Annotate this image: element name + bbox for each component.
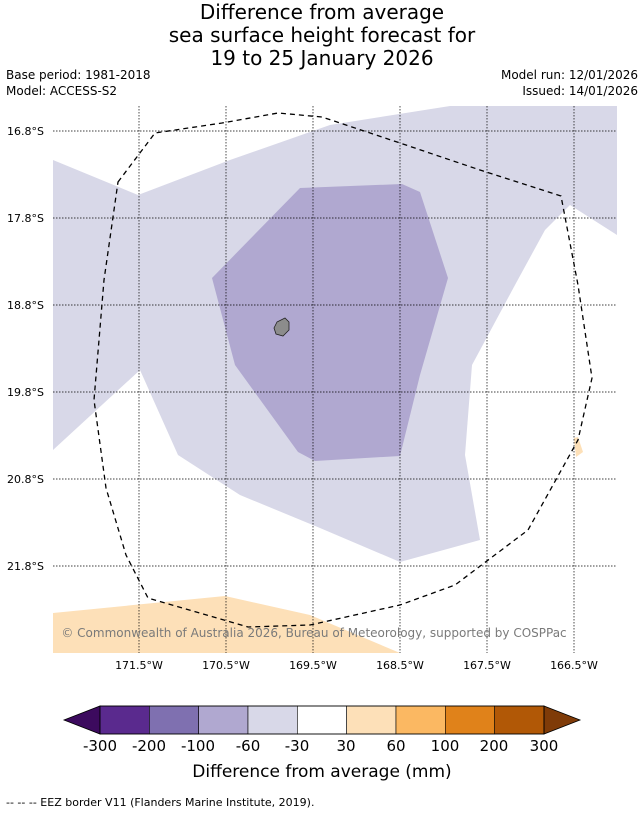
lat-label: 16.8°S bbox=[7, 125, 44, 138]
model-run: Model run: 12/01/2026 bbox=[500, 68, 638, 82]
lon-label: 168.5°W bbox=[376, 659, 424, 672]
title-line-3: 19 to 25 January 2026 bbox=[210, 46, 434, 70]
meta-left: Base period: 1981-2018 Model: ACCESS-S2 bbox=[6, 67, 151, 99]
model-name: Model: ACCESS-S2 bbox=[6, 84, 118, 98]
colorbar-title: Difference from average (mm) bbox=[192, 762, 452, 782]
copyright-text: © Commonwealth of Australia 2026, Bureau… bbox=[61, 626, 566, 640]
map-area: © Commonwealth of Australia 2026, Bureau… bbox=[53, 106, 617, 653]
colorbar-cell bbox=[99, 705, 150, 735]
base-period: Base period: 1981-2018 bbox=[6, 68, 151, 82]
colorbar-label: 100 bbox=[431, 737, 460, 755]
lon-label: 170.5°W bbox=[202, 659, 250, 672]
niue-island bbox=[273, 317, 290, 337]
chart-title: Difference from average sea surface heig… bbox=[0, 1, 644, 70]
colorbar: -300 -200 -100 -60 -30 30 60 100 200 300 bbox=[62, 705, 582, 755]
colorbar-cell bbox=[198, 705, 249, 735]
lat-label: 17.8°S bbox=[7, 212, 44, 225]
colorbar-label: -30 bbox=[285, 737, 310, 755]
lat-label: 21.8°S bbox=[7, 560, 44, 573]
colorbar-label: -60 bbox=[236, 737, 261, 755]
colorbar-cell bbox=[247, 705, 298, 735]
colorbar-cell bbox=[346, 705, 397, 735]
colorbar-label: -200 bbox=[132, 737, 166, 755]
colorbar-cell bbox=[297, 705, 347, 735]
colorbar-label: 30 bbox=[336, 737, 355, 755]
colorbar-label: 300 bbox=[530, 737, 559, 755]
lat-labels: 16.8°S 17.8°S 18.8°S 19.8°S 20.8°S 21.8°… bbox=[7, 125, 44, 573]
colorbar-under-triangle bbox=[62, 705, 101, 735]
colorbar-label: 60 bbox=[386, 737, 405, 755]
colorbar-cell bbox=[395, 705, 446, 735]
colorbar-labels: -300 -200 -100 -60 -30 30 60 100 200 300 bbox=[83, 737, 558, 755]
eez-border bbox=[93, 112, 593, 628]
colorbar-outline bbox=[99, 705, 545, 735]
colorbar-label: -300 bbox=[83, 737, 117, 755]
colorbar-cells bbox=[99, 705, 545, 735]
issued-date: Issued: 14/01/2026 bbox=[522, 84, 638, 98]
lon-label: 167.5°W bbox=[463, 659, 511, 672]
meta-right: Model run: 12/01/2026 Issued: 14/01/2026 bbox=[501, 67, 638, 99]
lat-label: 20.8°S bbox=[7, 473, 44, 486]
colorbar-cell bbox=[149, 705, 199, 735]
lon-label: 171.5°W bbox=[115, 659, 163, 672]
lon-label: 166.5°W bbox=[550, 659, 598, 672]
colorbar-cell bbox=[445, 705, 495, 735]
title-line-1: Difference from average bbox=[199, 0, 445, 24]
colorbar-label: 200 bbox=[480, 737, 509, 755]
anomaly-region-orange-south bbox=[53, 596, 400, 653]
colorbar-label: -100 bbox=[181, 737, 215, 755]
eez-footnote: -- -- -- EEZ border V11 (Flanders Marine… bbox=[6, 796, 315, 809]
colorbar-over-triangle bbox=[543, 705, 582, 735]
lon-label: 169.5°W bbox=[289, 659, 337, 672]
colorbar-cell bbox=[494, 705, 545, 735]
gridlines bbox=[53, 106, 617, 653]
lon-labels: 171.5°W 170.5°W 169.5°W 168.5°W 167.5°W … bbox=[115, 659, 598, 672]
title-line-2: sea surface height forecast for bbox=[168, 23, 476, 47]
lat-label: 18.8°S bbox=[7, 299, 44, 312]
lat-label: 19.8°S bbox=[7, 386, 44, 399]
